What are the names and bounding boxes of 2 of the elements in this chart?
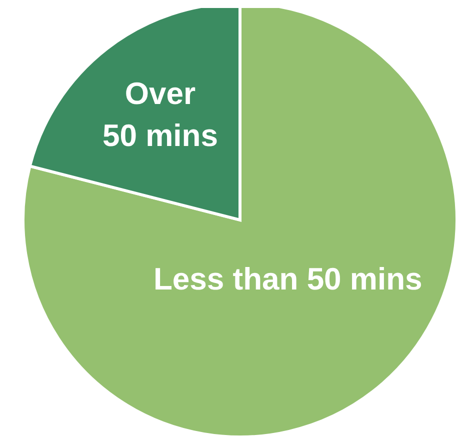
slice-label: Less than 50 mins [153,262,422,297]
slice-label: Over 50 mins [102,76,218,154]
